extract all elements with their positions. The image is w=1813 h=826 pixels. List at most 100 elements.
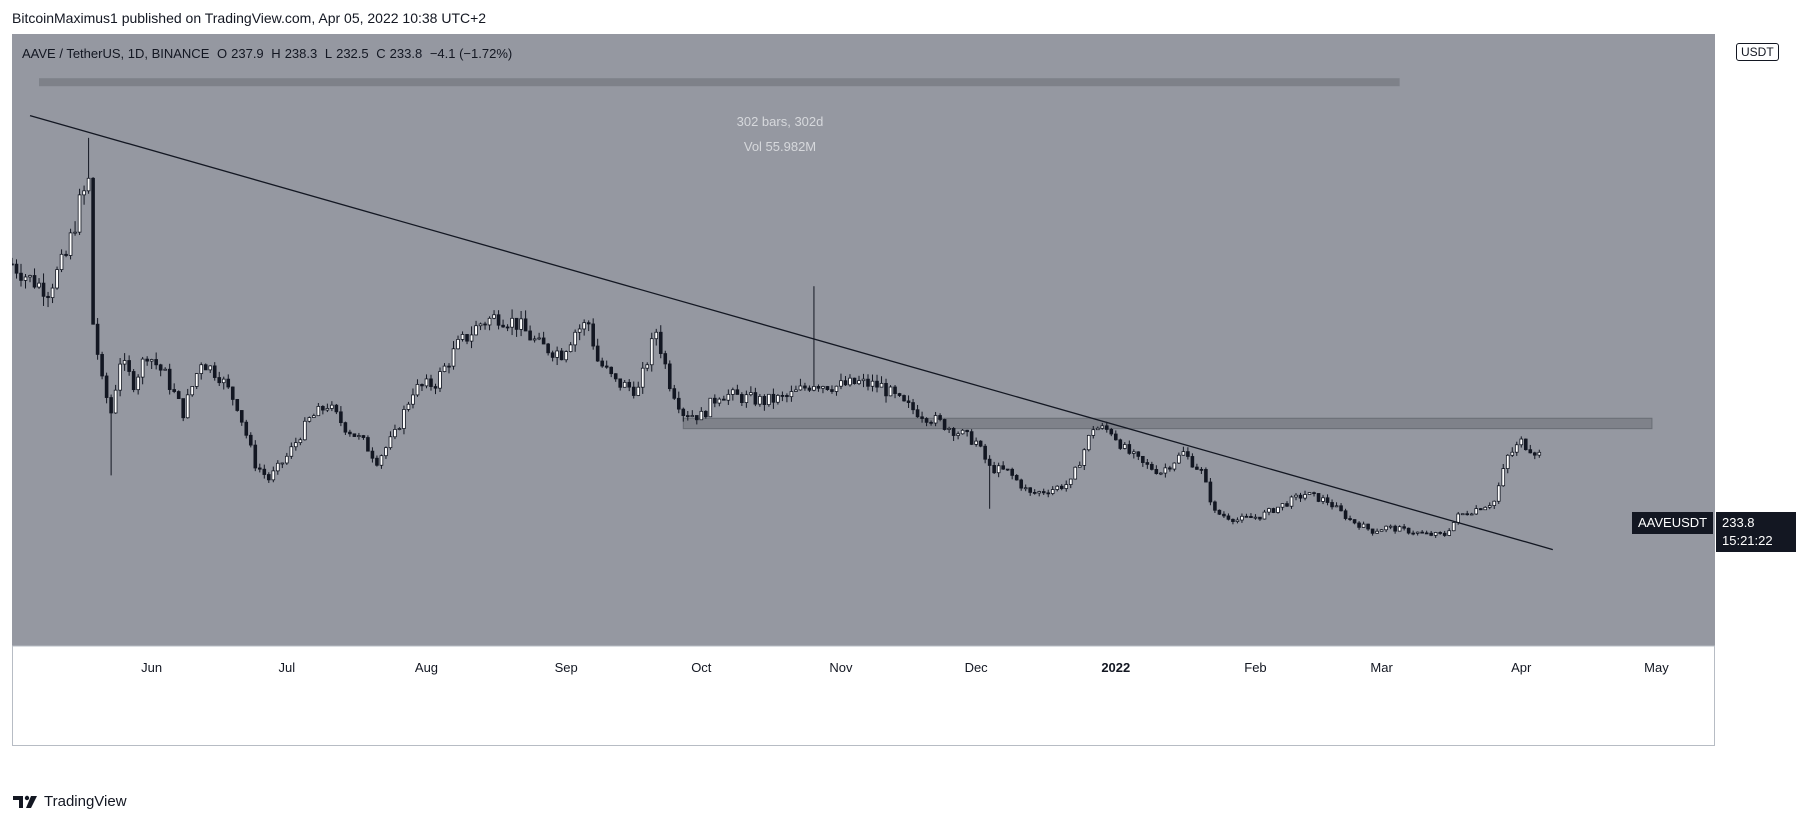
currency-unit-button[interactable]: USDT	[1736, 43, 1779, 61]
candle-body	[19, 272, 23, 281]
candle-body	[942, 419, 947, 430]
candle-body	[361, 435, 366, 438]
candle-body	[1537, 451, 1542, 456]
candle-body	[631, 386, 636, 396]
candle-body	[1064, 484, 1069, 489]
candle-body	[1177, 454, 1181, 464]
descending-trendline	[29, 114, 1553, 551]
candle-body	[582, 322, 586, 330]
candle-body	[609, 366, 614, 375]
candle-body	[1276, 506, 1280, 513]
candle-body	[1023, 487, 1028, 490]
measure-layer	[39, 78, 1400, 87]
candle-body	[276, 462, 280, 472]
candle-body	[672, 388, 677, 399]
candle-body	[59, 253, 64, 270]
candle-body	[1019, 479, 1023, 489]
candle-body	[704, 410, 708, 418]
candle-body	[794, 389, 798, 392]
candle-body	[1055, 485, 1060, 490]
candle-body	[456, 339, 460, 350]
candle-body	[947, 427, 951, 430]
candle-body	[1168, 467, 1172, 470]
candle-body	[816, 386, 821, 389]
candle-body	[870, 380, 875, 387]
candle-body	[1190, 456, 1195, 468]
candle-body	[604, 365, 609, 368]
candle-body	[785, 395, 789, 398]
candle-body	[14, 263, 19, 274]
measure-bars-label: 302 bars, 302d	[736, 114, 824, 129]
candle-body	[1384, 525, 1388, 531]
candle-body	[158, 364, 163, 371]
candle-body	[951, 427, 956, 436]
candle-body	[1032, 491, 1037, 494]
candle-body	[1393, 525, 1397, 532]
candle-body	[1460, 513, 1465, 516]
candle-body	[23, 276, 28, 281]
candle-body	[312, 415, 316, 418]
candle-body	[330, 404, 334, 409]
candle-body	[483, 323, 487, 326]
candle-body	[343, 422, 348, 433]
candle-body	[131, 371, 136, 391]
candle-body	[41, 282, 46, 297]
candlestick-chart[interactable]: 800.0750.0700.0650.0600.0550.0500.0450.0…	[12, 34, 1715, 746]
candle-body	[906, 400, 911, 403]
candle-body	[1352, 519, 1357, 524]
candle-body	[1478, 508, 1483, 511]
candle-body	[1528, 449, 1533, 454]
candle-body	[370, 450, 375, 459]
time-tick-label: 2022	[1101, 660, 1130, 675]
candle-body	[613, 373, 618, 380]
candle-body	[217, 377, 222, 384]
legend-open-label: O	[217, 46, 228, 61]
candle-body	[591, 323, 595, 347]
candle-body	[663, 353, 668, 365]
candle-body	[1068, 478, 1073, 485]
candle-body	[1285, 503, 1289, 507]
legend-close-label: C	[376, 46, 386, 61]
candle-body	[699, 410, 704, 421]
candle-body	[983, 445, 987, 460]
candle-body	[1514, 444, 1519, 453]
footer-brand[interactable]: TradingView	[12, 793, 127, 810]
candle-body	[708, 397, 713, 418]
candle-body	[366, 437, 370, 452]
candle-body	[285, 455, 289, 464]
candle-body	[1136, 451, 1141, 457]
candle-body	[528, 330, 532, 341]
candle-body	[577, 328, 582, 333]
candle-body	[181, 398, 185, 419]
candle-body	[294, 442, 298, 448]
candle-body	[866, 378, 870, 387]
candle-body	[307, 417, 312, 422]
candle-body	[987, 458, 992, 466]
candle-body	[1095, 427, 1100, 431]
candle-body	[1298, 494, 1303, 499]
candle-body	[915, 409, 920, 418]
candle-body	[1532, 452, 1537, 456]
candle-body	[595, 345, 600, 362]
candle-body	[1519, 438, 1524, 446]
candle-body	[203, 364, 208, 371]
candle-body	[37, 282, 41, 288]
legend-open: 237.9	[231, 46, 264, 61]
candle-body	[474, 325, 478, 336]
symbol-legend: AAVE / TetherUS, 1D, BINANCE O 237.9 H 238…	[22, 46, 516, 61]
candle-body	[505, 326, 510, 329]
time-tick-label: Aug	[415, 660, 438, 675]
candle-body	[1420, 531, 1424, 534]
candle-body	[420, 384, 424, 387]
candle-body	[465, 334, 469, 342]
candle-body	[888, 386, 893, 397]
candle-body	[226, 378, 231, 388]
candle-body	[740, 394, 744, 403]
legend-high: 238.3	[284, 46, 318, 61]
candle-body	[496, 314, 501, 326]
candle-body	[429, 378, 433, 387]
candle-body	[172, 389, 176, 392]
candle-body	[1181, 451, 1186, 456]
candle-body	[1303, 494, 1307, 499]
candle-body	[334, 404, 339, 413]
